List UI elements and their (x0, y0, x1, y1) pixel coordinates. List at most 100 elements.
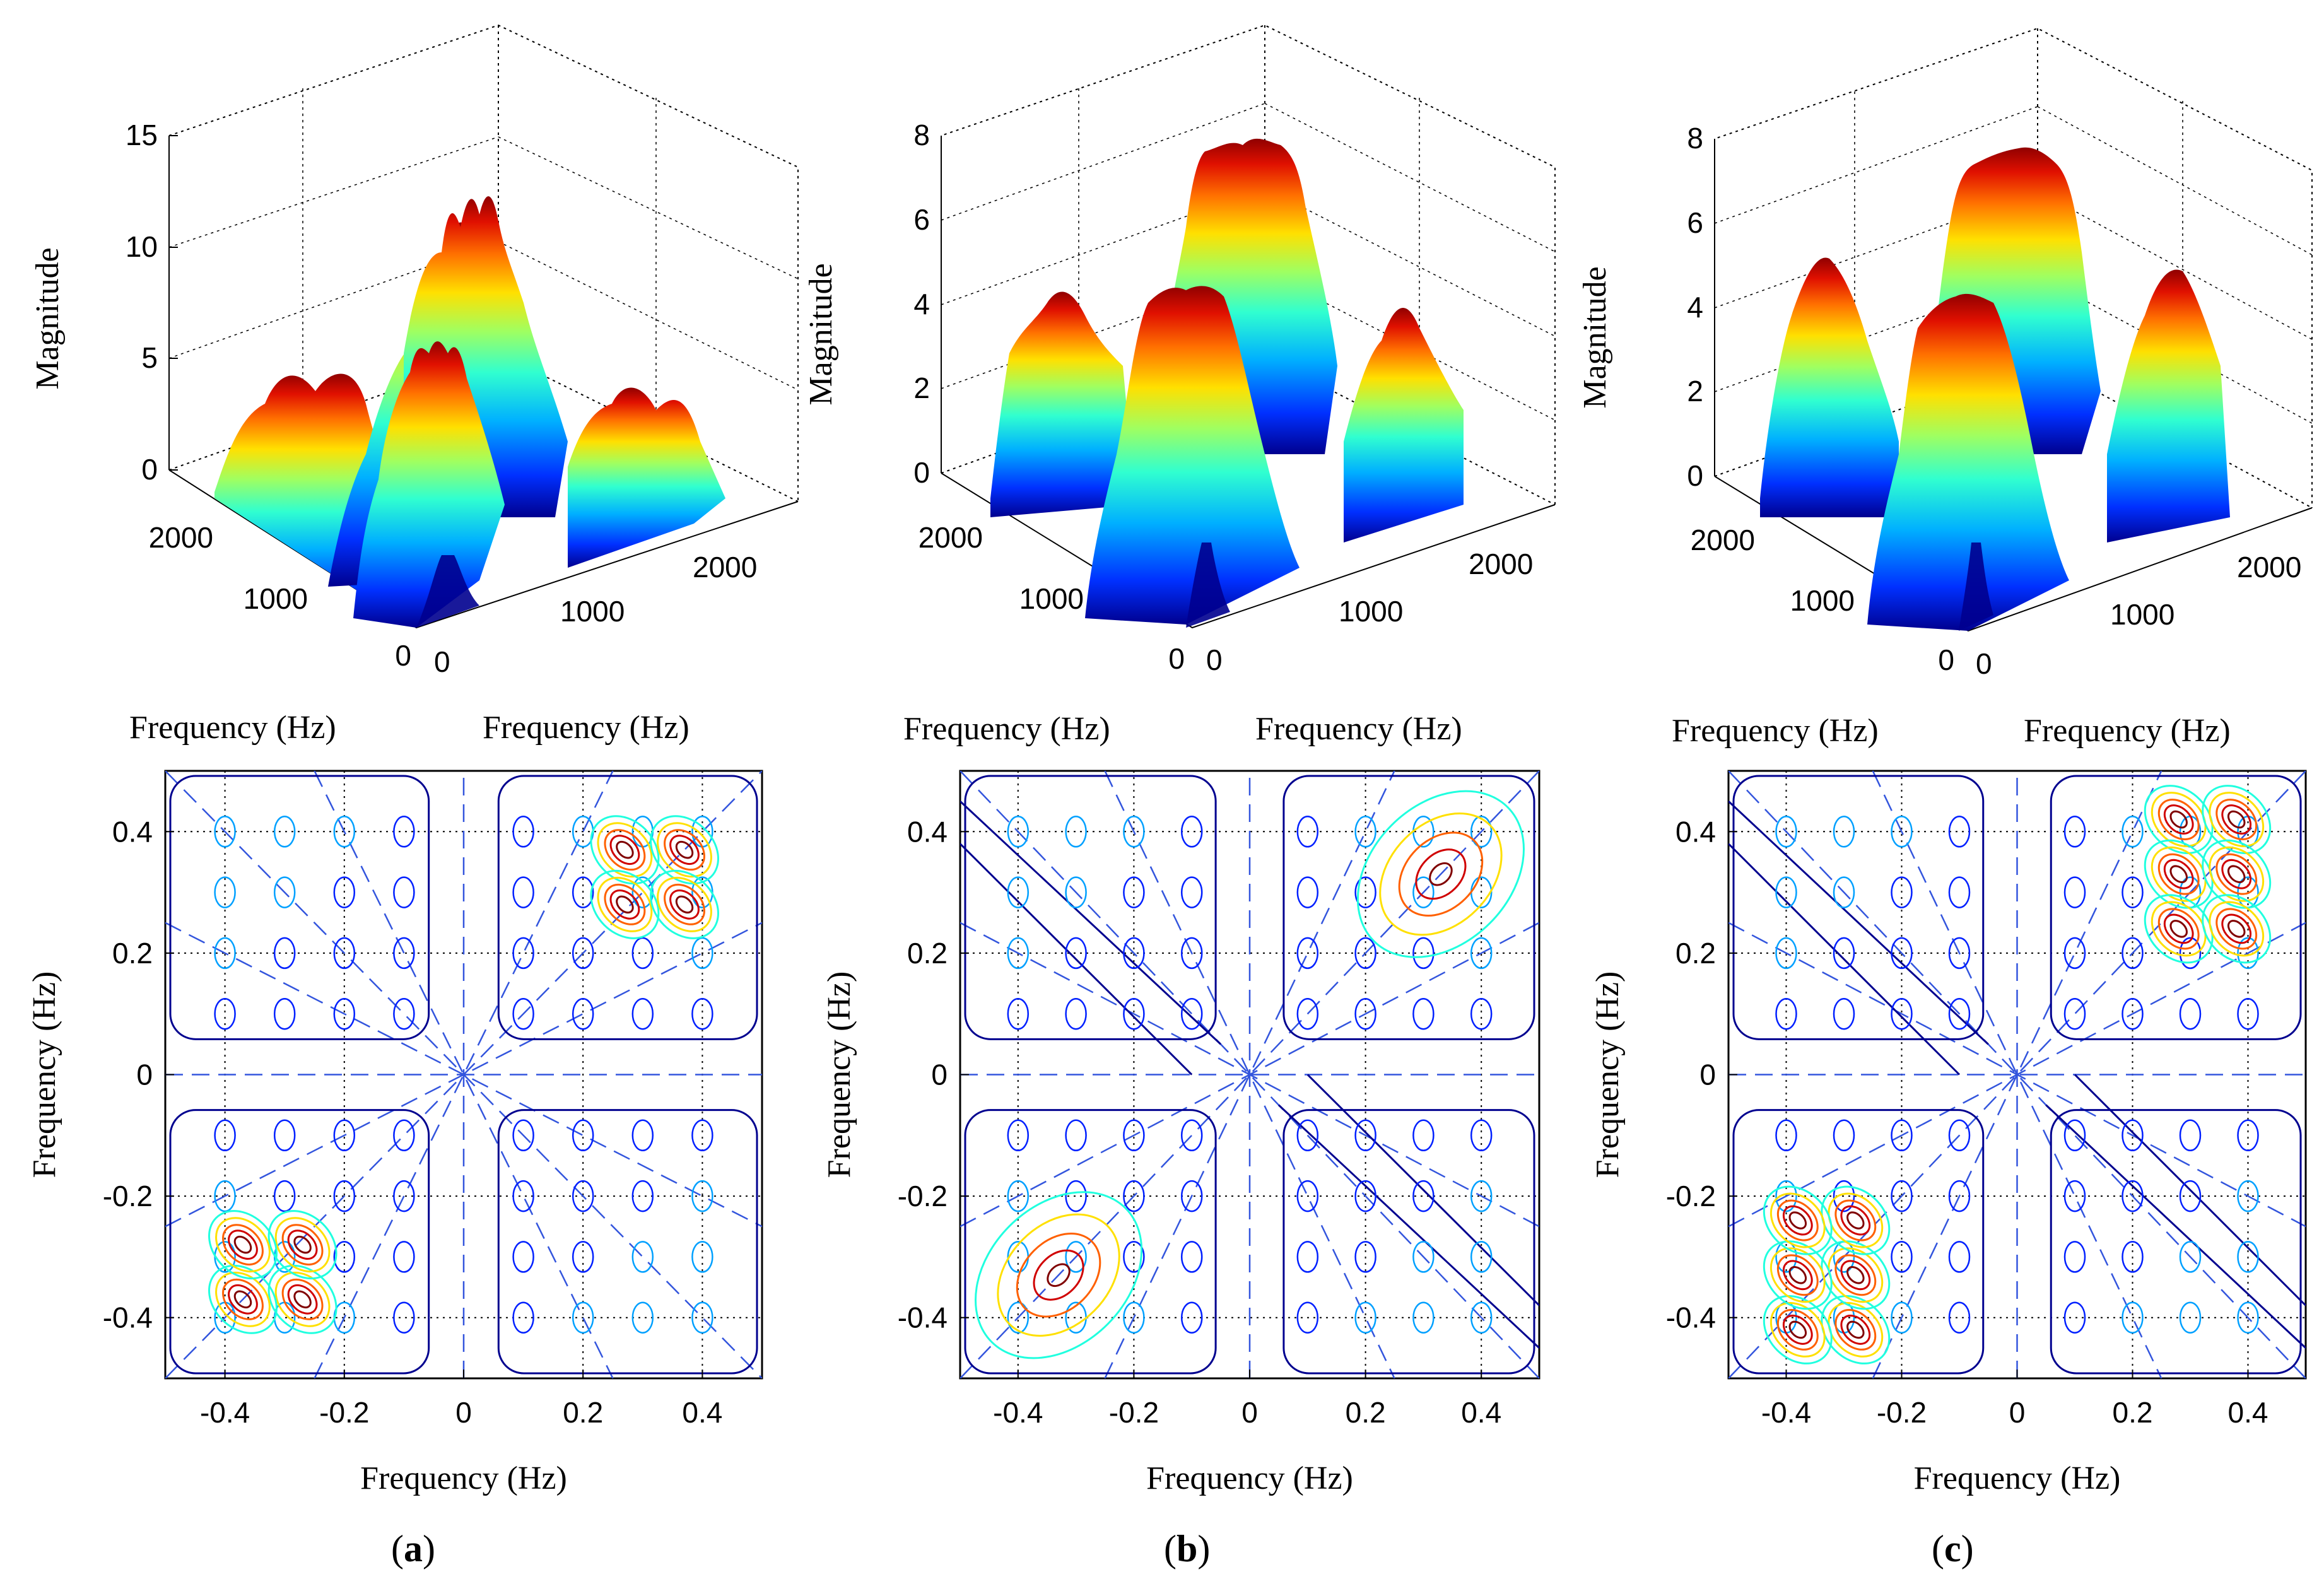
contour-blob-a-32 (393, 1119, 415, 1152)
contour-blob-b-38 (1123, 1241, 1145, 1273)
peak-ring-c-24 (2169, 865, 2188, 883)
peak-ring-a-31 (657, 876, 712, 932)
contour-x-label-a: Frequency (Hz) (360, 1460, 567, 1496)
contour-blob-c-58 (2179, 1241, 2202, 1273)
contour-blob-a-31 (214, 816, 236, 848)
contour-blob-c-44 (1775, 1119, 1797, 1152)
panel-label-c: (c) (1932, 1528, 1974, 1569)
contour-blob-a-2 (512, 876, 534, 908)
y-tick-a-0: 0 (395, 639, 411, 672)
peak-ring-a-17 (222, 1278, 264, 1320)
contour-blob-c-41 (1833, 1180, 1855, 1212)
y-tick-b-0: 0 (1168, 642, 1185, 675)
contour-blob-a-49 (512, 1180, 534, 1212)
contour-blob-b-57 (1412, 1180, 1435, 1212)
contour-plot-c: -0.4 -0.2 0 0.2 0.4 0.4 0.2 0 -0.2 -0.4 Frequency … (1590, 770, 2307, 1496)
peak-ring-b-2 (1398, 831, 1484, 917)
contour-boundary-b-1 (964, 775, 1217, 1040)
y-tick-b-2000: 2000 (918, 521, 983, 554)
contour-blob-a-53 (572, 1180, 594, 1212)
peak-ring-c-42 (2157, 908, 2200, 950)
contour-blob-c-22 (1891, 876, 1913, 908)
x-tick-c-0: 0 (1976, 647, 1992, 680)
contour-x-tick-a-1: -0.2 (319, 1396, 369, 1429)
peak-ring-a-4 (616, 840, 634, 859)
peak-ring-c-14 (2227, 810, 2246, 829)
peak-ring-a-16 (215, 1271, 271, 1327)
panel-label-b: (b) (1164, 1528, 1210, 1569)
x-tick-b-0: 0 (1206, 643, 1223, 676)
contour-blob-c-8 (2179, 997, 2202, 1030)
contour-x-tick-b-2: 0 (1241, 1396, 1258, 1429)
contour-blob-c-4 (2122, 997, 2144, 1030)
y-tick-b-1000: 1000 (1019, 582, 1084, 615)
x-tick-b-2000: 2000 (1469, 548, 1533, 580)
peak-ring-c-28 (1840, 1260, 1871, 1291)
peak-ring-c-43 (2163, 913, 2194, 944)
peak-ring-c-27 (1834, 1254, 1877, 1296)
contour-boundary-c-1 (1732, 775, 1985, 1040)
contour-y-tick-c-0: 0.4 (1676, 815, 1716, 848)
contour-blob-c-9 (2179, 937, 2202, 970)
contour-blob-a-57 (631, 1180, 654, 1212)
contour-blob-b-30 (1007, 876, 1030, 908)
contour-blob-c-25 (1833, 937, 1855, 970)
peak-ring-a-18 (228, 1284, 258, 1315)
peak-ring-c-57 (1776, 1199, 1819, 1241)
z-tick-b-1: 2 (913, 372, 930, 404)
ridge-line-c-2 (1728, 843, 1961, 1076)
peak-ring-c-2 (2157, 799, 2200, 840)
peak-ring-c-34 (2227, 865, 2246, 883)
contour-blob-c-30 (1775, 876, 1797, 908)
contour-blob-a-20 (333, 997, 356, 1030)
contour-blob-a-58 (631, 1241, 654, 1273)
surface-c (1760, 147, 2230, 631)
peak-ring-a-35 (208, 1210, 278, 1280)
peak-ring-c-59 (1788, 1211, 1807, 1229)
contour-blob-b-63 (1470, 1301, 1493, 1334)
contour-blob-c-55 (2122, 1301, 2144, 1334)
peak-ring-c-25 (1821, 1240, 1891, 1310)
contour-y-tick-b-3: -0.2 (898, 1180, 948, 1212)
peak-ring-c-22 (2157, 853, 2200, 895)
peak-ring-c-13 (2221, 804, 2252, 835)
peak-ring-c-1 (2151, 792, 2207, 847)
peak-ring-c-36 (1769, 1247, 1826, 1303)
y-axis-label-a: Frequency (Hz) (129, 710, 336, 746)
contour-blob-a-35 (393, 1301, 415, 1334)
peak-ring-a-34 (675, 895, 694, 914)
contour-blob-c-52 (2122, 1119, 2144, 1152)
peak-ring-c-39 (1788, 1266, 1807, 1284)
contour-blob-b-22 (1123, 876, 1145, 908)
contour-blob-a-37 (333, 1180, 356, 1212)
contour-blob-c-1 (2063, 937, 2086, 970)
peak-ring-a-9 (293, 1290, 312, 1309)
contour-blob-a-61 (691, 1180, 713, 1212)
contour-blob-b-58 (1412, 1241, 1435, 1273)
peak-ring-c-54 (2227, 920, 2246, 938)
surface-b (990, 138, 1464, 628)
contour-blob-b-18 (1180, 876, 1203, 908)
contour-blob-b-0 (1296, 997, 1319, 1030)
contour-blob-b-9 (1412, 937, 1435, 970)
peak-ring-c-21 (2151, 846, 2207, 902)
peak-ring-c-6 (1828, 1302, 1884, 1358)
y-axis-label-c: Frequency (Hz) (1672, 713, 1879, 749)
peak-ring-c-19 (1788, 1320, 1807, 1339)
guide-line-b-5 (1104, 771, 1395, 1378)
peak-ring-b-5 (975, 1191, 1143, 1359)
contour-blob-b-56 (1412, 1119, 1435, 1152)
contour-blob-b-20 (1123, 997, 1145, 1030)
contour-blob-c-48 (2063, 1119, 2086, 1152)
y-axis-label-b: Frequency (Hz) (903, 711, 1110, 747)
contour-blob-a-54 (572, 1241, 594, 1273)
contour-blob-c-12 (2237, 997, 2259, 1030)
contour-blob-b-60 (1470, 1119, 1493, 1152)
peak-ring-c-10 (2202, 785, 2272, 855)
contour-blob-a-22 (333, 876, 356, 908)
contour-blob-a-26 (273, 876, 296, 908)
contour-blob-b-37 (1123, 1180, 1145, 1212)
contour-y-label-b: Frequency (Hz) (821, 971, 857, 1178)
peak-ring-a-39 (233, 1235, 252, 1254)
surface-a (214, 196, 725, 628)
